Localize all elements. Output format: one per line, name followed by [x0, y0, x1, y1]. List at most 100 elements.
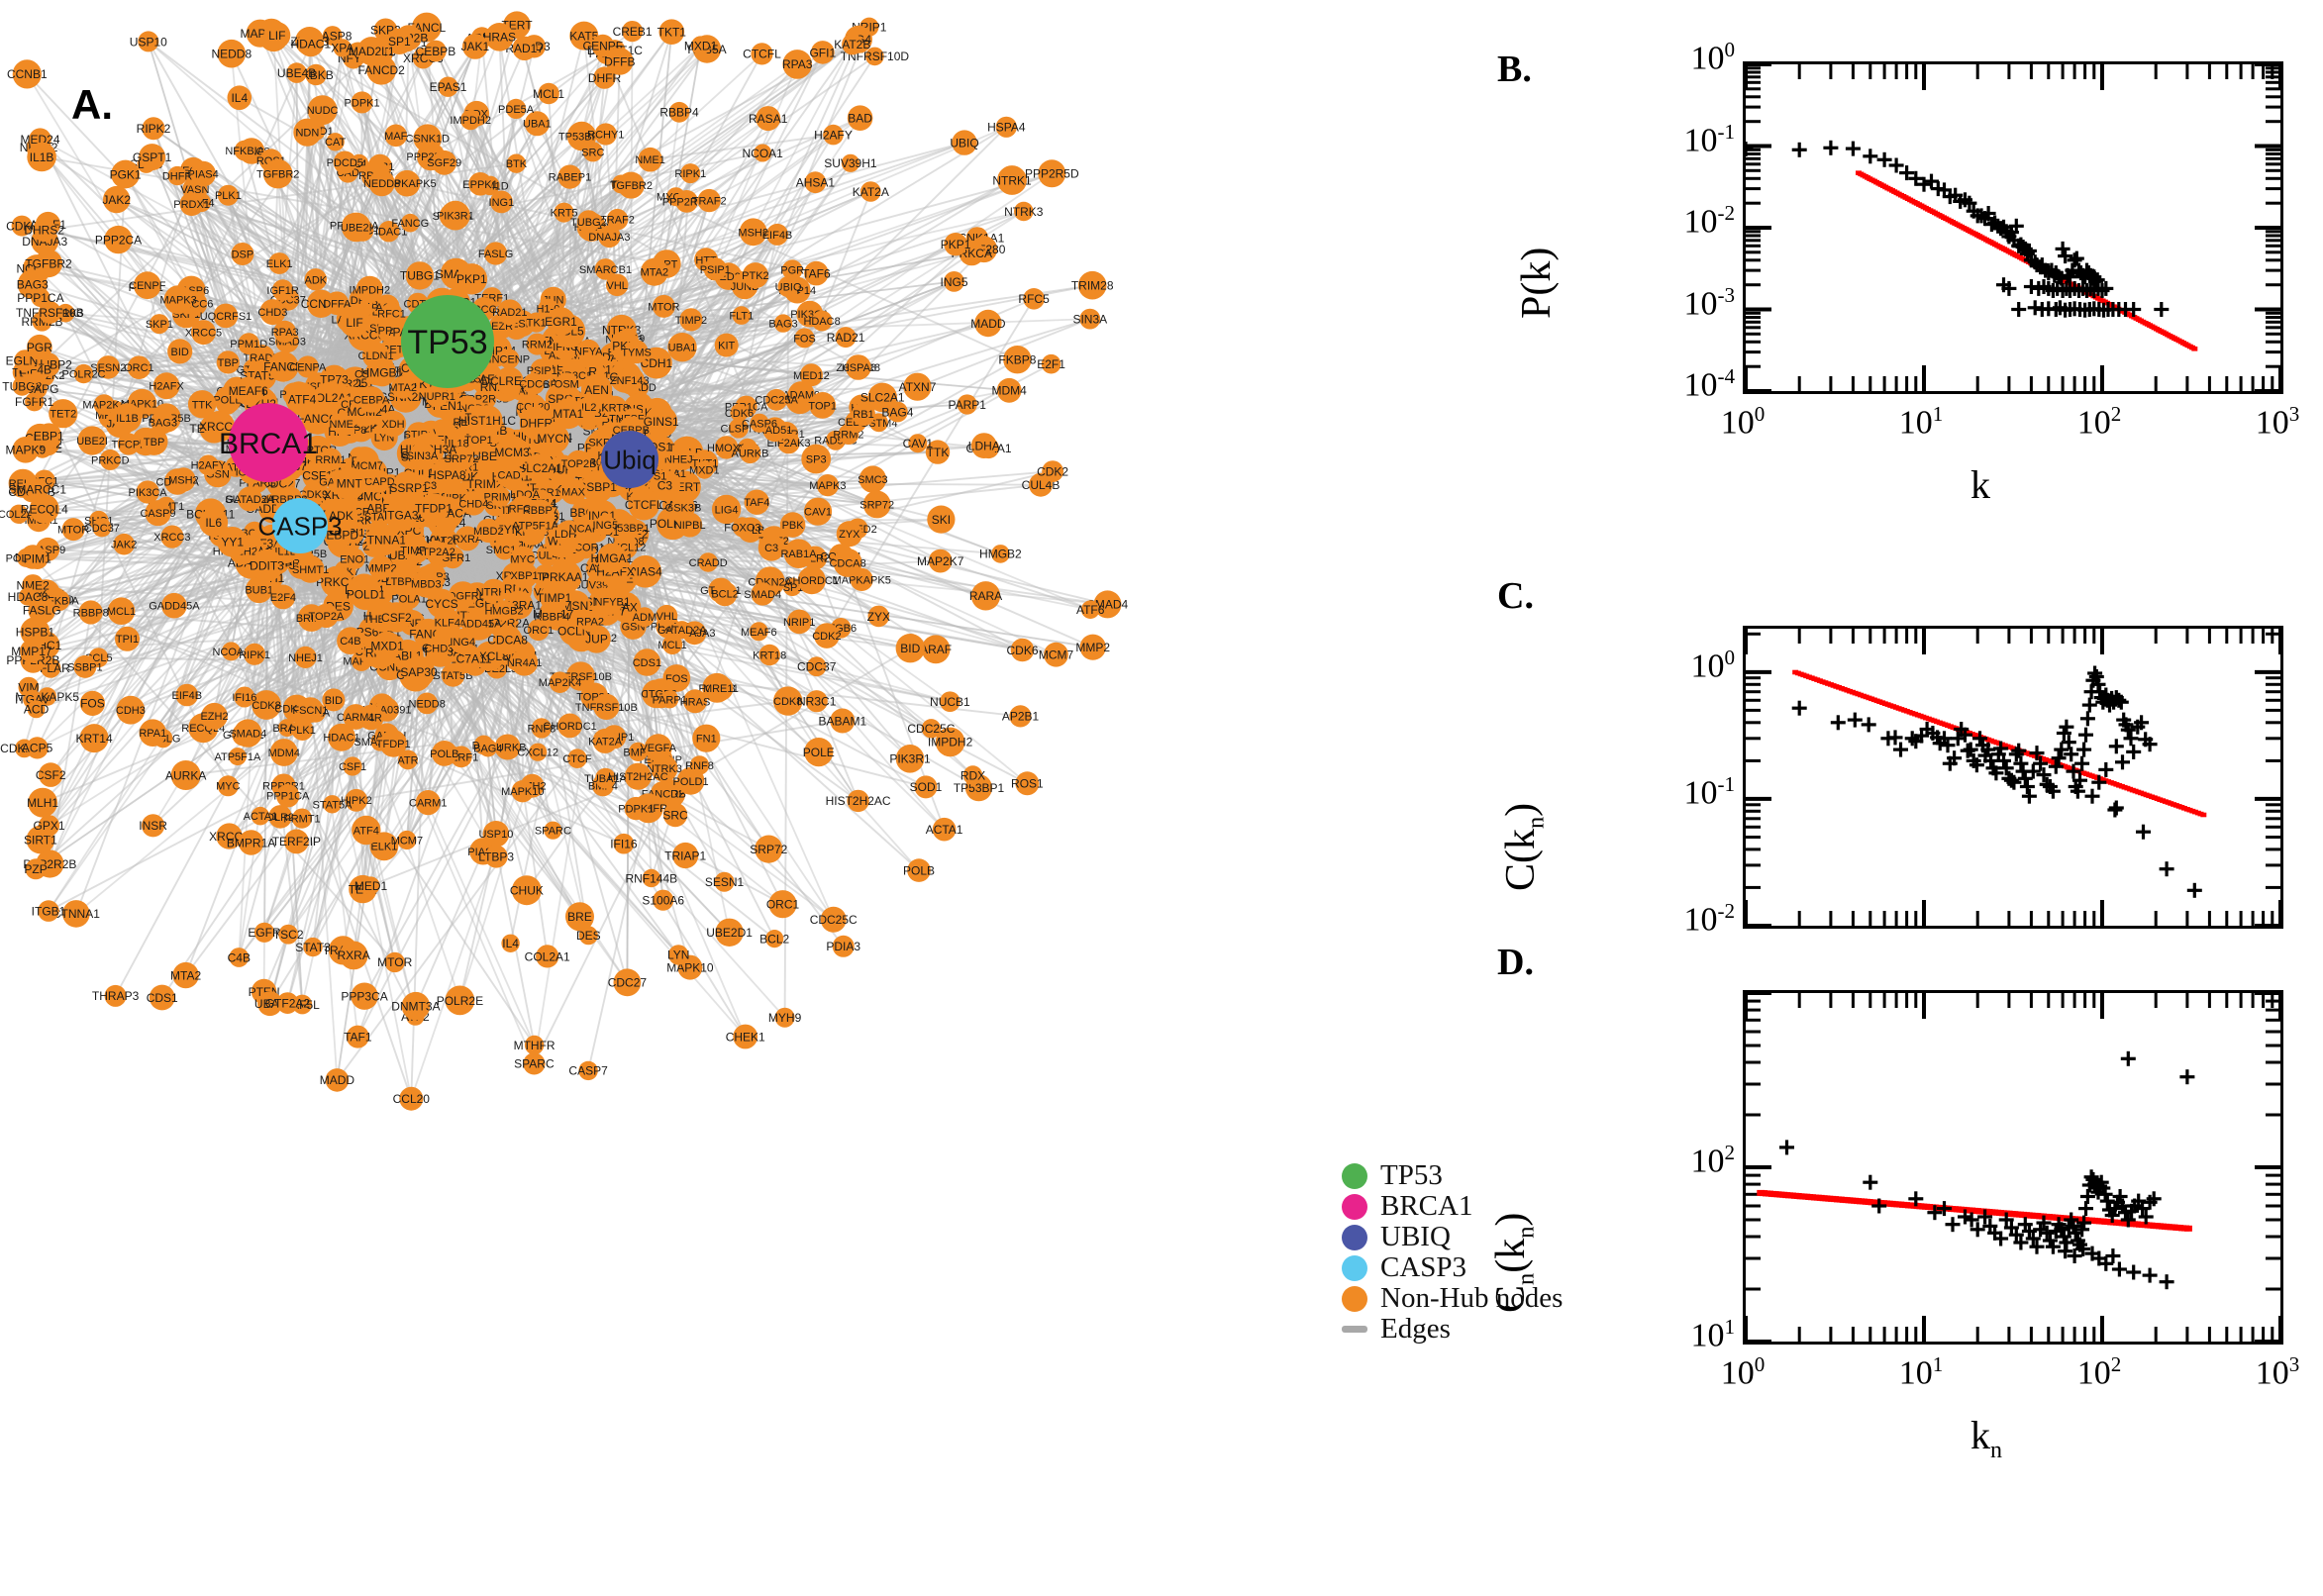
gene-node[interactable]: AP2B1 [1002, 705, 1040, 728]
gene-node[interactable]: FLT1 [729, 306, 754, 325]
gene-node[interactable]: BID [895, 634, 925, 663]
gene-node[interactable]: H2AFY [814, 124, 853, 146]
gene-node[interactable]: BID [167, 339, 193, 364]
gene-node[interactable]: BAD [847, 105, 873, 131]
gene-node[interactable]: CTCFL [743, 43, 781, 65]
gene-node[interactable]: XDH [379, 410, 407, 438]
gene-node[interactable]: THRAP3 [92, 984, 140, 1007]
gene-node[interactable]: IL4 [501, 934, 520, 952]
gene-node[interactable]: C4B [228, 948, 251, 967]
gene-node[interactable]: MNT [333, 466, 366, 500]
gene-node[interactable]: MTOR [377, 951, 413, 973]
gene-node[interactable]: ACD [24, 700, 50, 719]
gene-node[interactable]: RNF144B [625, 868, 677, 888]
gene-node[interactable]: CDC27 [608, 968, 648, 997]
gene-node[interactable]: MTHFR [514, 1035, 556, 1055]
gene-node[interactable]: PPP2R5D [1025, 159, 1079, 188]
gene-node[interactable]: PIK3R1 [889, 745, 931, 773]
gene-node[interactable]: C4B [337, 627, 364, 654]
gene-node[interactable]: PZP [24, 858, 48, 880]
hub-node[interactable]: TP53 [401, 295, 494, 388]
gene-node[interactable]: IFI16 [610, 833, 638, 854]
gene-node[interactable]: SKI [927, 505, 956, 534]
gene-node[interactable]: CASP7 [568, 1060, 608, 1081]
gene-node[interactable]: CAV1 [903, 434, 934, 453]
gene-node[interactable]: ZYX [836, 521, 862, 548]
gene-node[interactable]: MED1 [354, 876, 388, 895]
gene-node[interactable]: UBA1 [667, 333, 697, 362]
gene-node[interactable]: RBBP4 [659, 101, 699, 123]
gene-node[interactable]: ING4 [450, 628, 476, 654]
gene-node[interactable]: RDX [960, 765, 985, 785]
gene-node[interactable]: CDC37 [797, 656, 837, 677]
gene-node[interactable]: TKT1 [657, 19, 687, 45]
gene-node[interactable]: SPARC [535, 821, 571, 840]
gene-node[interactable]: S100A6 [642, 889, 684, 911]
gene-node[interactable]: MCM7 [1039, 642, 1074, 667]
gene-node[interactable]: INSR [139, 814, 167, 838]
gene-node[interactable]: RPA1 [139, 719, 166, 747]
gene-node[interactable]: RAD21 [827, 327, 865, 349]
gene-node[interactable]: CCNB1 [7, 59, 48, 89]
gene-node[interactable]: ATP5F1A [214, 748, 261, 766]
gene-node[interactable]: LYN [667, 945, 689, 965]
gene-node[interactable]: USP10 [130, 31, 167, 52]
gene-node[interactable]: SUV39H1 [824, 153, 877, 172]
gene-node[interactable]: NTRK3 [1004, 201, 1044, 222]
gene-node[interactable]: HIST2H2AC [826, 789, 891, 813]
gene-node[interactable]: MDM4 [992, 377, 1028, 403]
gene-node[interactable]: SPARC [514, 1052, 555, 1075]
gene-node[interactable]: RFC5 [1018, 288, 1050, 310]
gene-node[interactable]: AURKA [165, 760, 206, 790]
gene-node[interactable]: CAV1 [803, 497, 833, 526]
gene-node[interactable]: PARP1 [948, 394, 986, 415]
gene-node[interactable]: TRIM28 [1071, 270, 1114, 300]
gene-node[interactable]: MTA2 [170, 961, 201, 989]
gene-node[interactable]: ATF6 [1076, 600, 1105, 619]
gene-node[interactable]: CDC25C [907, 719, 956, 739]
gene-node[interactable]: SMC3 [858, 465, 888, 493]
gene-node[interactable]: UBE4B [277, 62, 316, 83]
gene-node[interactable]: TTK [187, 390, 217, 419]
gene-node[interactable]: PDIA3 [826, 935, 860, 957]
gene-node[interactable]: MTA2 [641, 257, 669, 286]
gene-node[interactable]: SESN1 [705, 871, 745, 892]
gene-node[interactable]: FKBP8 [998, 346, 1037, 374]
gene-node[interactable]: YY1 [217, 527, 248, 557]
gene-node[interactable]: SRP72 [859, 490, 894, 519]
gene-node[interactable]: IL4 [227, 85, 252, 110]
gene-node[interactable]: MXD1 [684, 36, 718, 55]
gene-node[interactable]: HDAC8 [8, 587, 49, 606]
gene-node[interactable]: CCL20 [393, 1086, 431, 1111]
gene-node[interactable]: UBIQ [950, 130, 979, 155]
gene-node[interactable]: BCL2 [759, 930, 790, 948]
gene-node[interactable]: TSC2 [273, 924, 304, 945]
gene-node[interactable]: BUB1 [245, 575, 273, 604]
gene-node[interactable]: MCM7 [391, 830, 423, 850]
network-graph-svg[interactable]: TP53BRCA1UBIQCASP3MDM2CDK2CCND1CCNE1RB1E… [0, 0, 1456, 1596]
gene-node[interactable]: LIF [263, 22, 291, 50]
gene-node[interactable]: DSP [231, 243, 254, 265]
gene-node[interactable]: FN1 [692, 724, 721, 752]
gene-node[interactable]: PPP1CA [17, 287, 64, 308]
gene-node[interactable]: NUCB1 [930, 691, 970, 712]
hub-node[interactable]: Ubiq [601, 431, 658, 488]
gene-node[interactable]: PKP1 [455, 263, 488, 295]
gene-node[interactable]: UBE2D1 [706, 918, 753, 947]
gene-node[interactable]: BAG4 [881, 401, 914, 423]
gene-node[interactable]: POLR2E [437, 985, 483, 1016]
gene-node[interactable]: HMGB2 [979, 545, 1022, 563]
gene-node[interactable]: CHEK1 [726, 1024, 765, 1049]
gene-node[interactable]: KIT [714, 333, 739, 357]
gene-node[interactable]: FOS [79, 690, 105, 717]
gene-node[interactable]: MADD [320, 1068, 355, 1092]
gene-node[interactable]: LIF [340, 307, 369, 338]
gene-node[interactable]: E2F1 [1037, 353, 1065, 374]
gene-node[interactable]: KAT2A [853, 181, 889, 202]
gene-node[interactable]: IL1B [27, 142, 56, 172]
gene-node[interactable]: ACTA1 [926, 817, 963, 842]
gene-node[interactable]: SRP72 [750, 835, 788, 863]
gene-node[interactable]: MMP2 [1075, 634, 1110, 660]
gene-node[interactable]: CDS1 [147, 984, 178, 1011]
gene-node[interactable]: NEDD8 [211, 39, 252, 68]
